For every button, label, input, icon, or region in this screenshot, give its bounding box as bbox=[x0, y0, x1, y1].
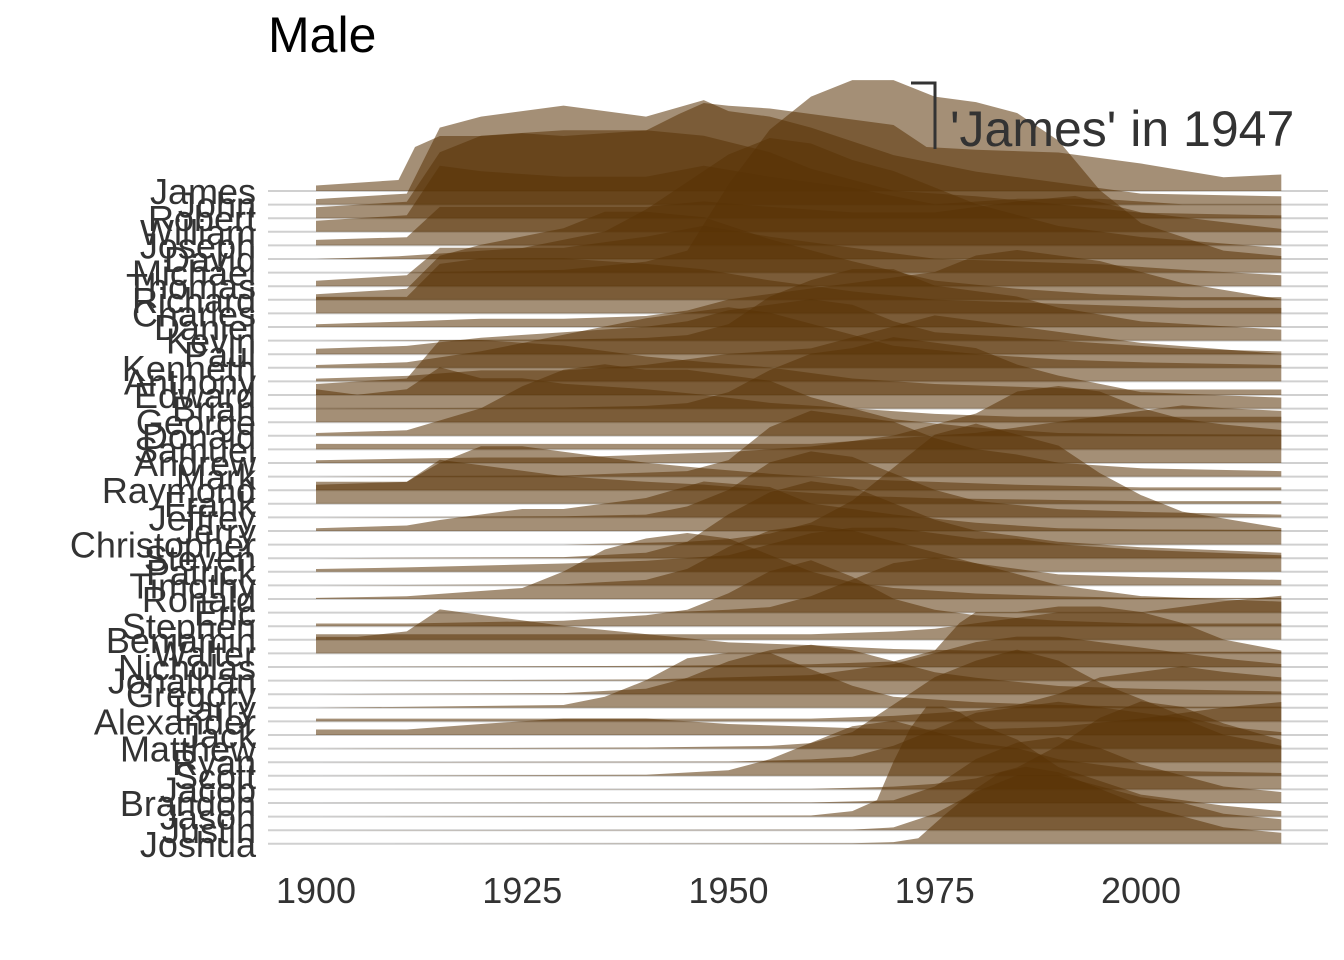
x-tick-1950: 1950 bbox=[688, 870, 768, 911]
name-label-daniel: Daniel bbox=[154, 307, 256, 348]
ridge-eric bbox=[316, 557, 1282, 613]
name-label-gregory: Gregory bbox=[126, 674, 256, 715]
name-label-david: David bbox=[164, 239, 256, 280]
name-label-jason: Jason bbox=[160, 797, 256, 838]
name-label-benjamin: Benjamin bbox=[106, 620, 256, 661]
ridge-stephen bbox=[316, 560, 1282, 627]
name-label-robert: Robert bbox=[148, 198, 256, 239]
x-tick-1900: 1900 bbox=[276, 870, 356, 911]
name-label-eric: Eric bbox=[194, 593, 256, 634]
name-label-donald: Donald bbox=[142, 416, 256, 457]
name-label-kevin: Kevin bbox=[166, 321, 256, 362]
annotation-label: 'James' in 1947 bbox=[950, 101, 1294, 157]
name-label-charles: Charles bbox=[132, 293, 256, 334]
name-label-william: William bbox=[140, 212, 256, 253]
name-label-justin: Justin bbox=[162, 810, 256, 851]
name-label-matthew: Matthew bbox=[120, 729, 257, 770]
name-label-walter: Walter bbox=[153, 633, 256, 674]
name-label-kenneth: Kenneth bbox=[122, 348, 256, 389]
name-label-jacob: Jacob bbox=[160, 769, 256, 810]
x-tick-1925: 1925 bbox=[482, 870, 562, 911]
name-label-john: John bbox=[178, 185, 256, 226]
name-label-anthony: Anthony bbox=[124, 361, 256, 402]
name-label-thomas: Thomas bbox=[126, 266, 256, 307]
name-label-jeffrey: Jeffrey bbox=[149, 497, 256, 538]
ridge-ronald bbox=[316, 533, 1282, 599]
name-label-andrew: Andrew bbox=[134, 443, 257, 484]
ridge-timothy bbox=[316, 524, 1282, 586]
name-label-steven: Steven bbox=[144, 538, 256, 579]
x-axis-ticks: 1900 1925 1950 1975 2000 bbox=[276, 870, 1181, 911]
name-labels-layer: JamesJohnRobertWilliamJosephDavidMichael… bbox=[70, 171, 257, 865]
ridge-steven bbox=[316, 481, 1282, 559]
ridge-larry bbox=[316, 652, 1282, 708]
annotation-bracket bbox=[911, 81, 937, 149]
name-label-ryan: Ryan bbox=[172, 742, 256, 783]
name-label-jack: Jack bbox=[182, 715, 257, 756]
name-label-edward: Edward bbox=[134, 375, 256, 416]
name-label-joseph: Joseph bbox=[140, 225, 256, 266]
name-label-patrick: Patrick bbox=[146, 552, 257, 593]
x-tick-1975: 1975 bbox=[895, 870, 975, 911]
name-label-frank: Frank bbox=[164, 484, 257, 525]
name-label-stephen: Stephen bbox=[122, 606, 256, 647]
ridge-jack bbox=[316, 702, 1282, 735]
name-label-george: George bbox=[136, 402, 256, 443]
name-label-richard: Richard bbox=[132, 280, 256, 321]
name-label-ronald: Ronald bbox=[142, 579, 256, 620]
x-tick-2000: 2000 bbox=[1101, 870, 1181, 911]
name-label-paul: Paul bbox=[184, 334, 256, 375]
name-label-christopher: Christopher bbox=[70, 525, 256, 566]
ridge-joshua bbox=[316, 766, 1282, 844]
ridges-layer bbox=[316, 80, 1282, 844]
name-label-timothy: Timothy bbox=[129, 565, 256, 606]
name-label-mark: Mark bbox=[176, 457, 257, 498]
name-label-jonathan: Jonathan bbox=[108, 661, 256, 702]
name-label-alexander: Alexander bbox=[94, 701, 256, 742]
name-label-joshua: Joshua bbox=[140, 824, 257, 865]
chart-title: Male bbox=[268, 7, 376, 63]
name-label-jerry: Jerry bbox=[176, 511, 256, 552]
name-label-scott: Scott bbox=[174, 756, 256, 797]
name-label-raymond: Raymond bbox=[102, 470, 256, 511]
ridge-walter bbox=[316, 609, 1282, 654]
ridge-michael bbox=[316, 80, 1282, 273]
name-label-brandon: Brandon bbox=[120, 783, 256, 824]
name-label-samuel: Samuel bbox=[134, 429, 256, 470]
ridge-donald bbox=[316, 364, 1282, 436]
name-label-james: James bbox=[150, 171, 256, 212]
name-label-nicholas: Nicholas bbox=[118, 647, 256, 688]
name-label-brian: Brian bbox=[172, 389, 256, 430]
ridge-frank bbox=[316, 459, 1282, 504]
name-label-larry: Larry bbox=[174, 688, 256, 729]
ridge-anthony bbox=[316, 315, 1282, 382]
ridge-jeffrey bbox=[316, 451, 1282, 518]
name-label-michael: Michael bbox=[132, 253, 256, 294]
ridge-christopher bbox=[316, 423, 1282, 545]
